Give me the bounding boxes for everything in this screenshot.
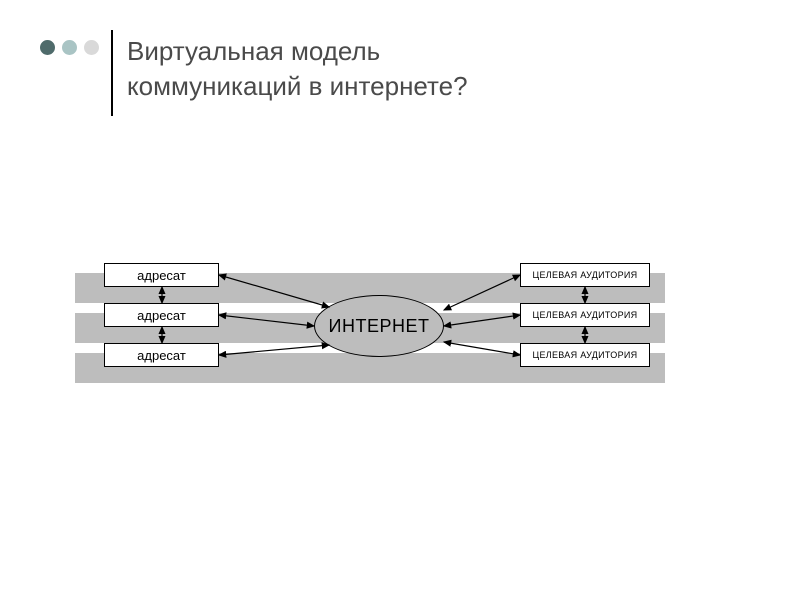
addressee-box-1: адресат bbox=[104, 263, 219, 287]
vertical-divider bbox=[111, 30, 113, 116]
addressee-box-3: адресат bbox=[104, 343, 219, 367]
communication-diagram: адресат адресат адресат ЦЕЛЕВАЯ АУДИТОРИЯ ЦЕ… bbox=[75, 245, 665, 415]
slide-header: Виртуальная модель коммуникаций в интерн… bbox=[40, 30, 468, 116]
title-line-2: коммуникаций в интернете? bbox=[127, 71, 468, 101]
bullet-3 bbox=[84, 40, 99, 55]
bullet-1 bbox=[40, 40, 55, 55]
target-audience-box-3: ЦЕЛЕВАЯ АУДИТОРИЯ bbox=[520, 343, 650, 367]
internet-node: ИНТЕРНЕТ bbox=[314, 295, 444, 357]
slide-title: Виртуальная модель коммуникаций в интерн… bbox=[127, 30, 468, 114]
target-audience-box-1: ЦЕЛЕВАЯ АУДИТОРИЯ bbox=[520, 263, 650, 287]
title-line-1: Виртуальная модель bbox=[127, 36, 380, 66]
addressee-box-2: адресат bbox=[104, 303, 219, 327]
bullet-2 bbox=[62, 40, 77, 55]
target-audience-box-2: ЦЕЛЕВАЯ АУДИТОРИЯ bbox=[520, 303, 650, 327]
decorative-bullets bbox=[40, 40, 99, 55]
